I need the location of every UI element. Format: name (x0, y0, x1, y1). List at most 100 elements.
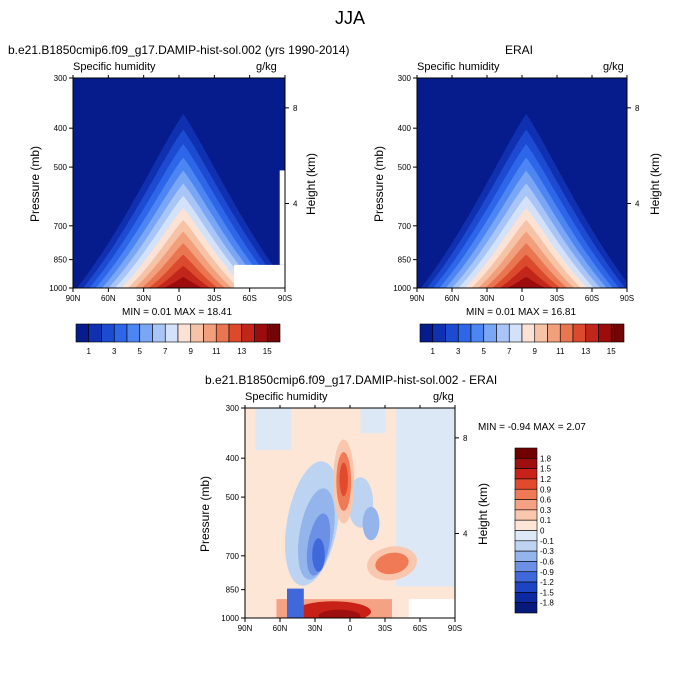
y-tick-label: 1000 (393, 284, 411, 293)
y2-tick-label: 8 (635, 104, 640, 113)
colorbar-swatch (514, 478, 538, 490)
colorbar-label: 5 (482, 347, 487, 356)
x-tick-label: 60S (243, 294, 257, 303)
y-tick-label: 1000 (221, 614, 239, 623)
field-label-erai: Specific humidity (417, 61, 500, 73)
colorbar-swatch (152, 323, 166, 343)
colorbar-label: 1.8 (540, 454, 552, 463)
colorbar-label: -1.8 (540, 599, 554, 608)
colorbar-swatch (113, 323, 128, 343)
colorbar-1: 1 3 5 7 9 11 13 15 (419, 323, 625, 356)
units-label-diff: g/kg (433, 391, 454, 403)
y2-tick-label: 4 (635, 199, 640, 208)
y-tick-label: 700 (54, 222, 68, 231)
colorbar-swatch (514, 602, 538, 614)
colorbar-label: 7 (163, 347, 168, 356)
x-tick-label: 0 (520, 294, 525, 303)
colorbar-swatch (177, 323, 192, 343)
colorbar-swatch (190, 323, 204, 343)
x-tick-label: 60S (585, 294, 599, 303)
colorbar-swatch (457, 323, 472, 343)
colorbar-label: 15 (607, 347, 616, 356)
colorbar-label: 1.2 (540, 475, 552, 484)
minmax-diff: MIN = -0.94 MAX = 2.07 (478, 422, 586, 433)
page-title: JJA (334, 8, 365, 28)
colorbar-swatch (514, 468, 538, 480)
contour-level-14 (506, 276, 546, 288)
panel-title-model: b.e21.B1850cmip6.f09_g17.DAMIP-hist-sol.… (8, 43, 350, 57)
colorbar-swatch (547, 323, 561, 343)
colorbar-swatch (215, 323, 230, 343)
colorbar-swatch (514, 592, 538, 603)
panel-title-erai: ERAI (505, 43, 534, 57)
field-label-diff: Specific humidity (245, 391, 328, 403)
y-tick-label: 400 (398, 124, 412, 133)
colorbar-swatch (514, 519, 538, 531)
y2-tick-label: 4 (293, 199, 298, 208)
colorbar-label: -1.5 (540, 588, 554, 597)
colorbar-swatch (445, 323, 459, 343)
colorbar-label: 3 (112, 347, 117, 356)
axes-2: 90N 60N 30N 0 30S 60S 90S 300 400 500 700 850 1000 8 4 (221, 404, 468, 633)
colorbar-swatch (241, 323, 255, 343)
y-tick-label: 500 (398, 163, 412, 172)
y-tick-label: 300 (226, 404, 240, 413)
colorbar-swatch (483, 323, 497, 343)
units-label-model: g/kg (256, 61, 277, 73)
colorbar-label: 1.5 (540, 465, 552, 474)
x-tick-label: 90N (238, 624, 253, 633)
x-tick-label: 90S (620, 294, 634, 303)
x-tick-label: 30S (378, 624, 392, 633)
colorbar-label: 0.6 (540, 496, 552, 505)
y-tick-label: 400 (54, 124, 68, 133)
colorbar-swatch (521, 323, 536, 343)
colorbar-swatch (610, 323, 625, 343)
colorbar-swatch (514, 581, 538, 593)
y-tick-label: 850 (54, 256, 68, 265)
colorbar-2: 1.81.51.20.90.60.30.10-0.1-0.3-0.6-0.9-1… (514, 447, 554, 614)
positive-anomaly (375, 552, 409, 575)
colorbar-label: -0.9 (540, 568, 554, 577)
panel-title-diff: b.e21.B1850cmip6.f09_g17.DAMIP-hist-sol.… (205, 373, 498, 387)
colorbar-swatch (559, 323, 574, 343)
plot-area-0 (72, 77, 286, 289)
colorbar-label: 11 (556, 347, 565, 356)
y2-tick-label: 4 (463, 529, 468, 538)
colorbar-swatch (126, 323, 141, 343)
colorbar-swatch (203, 323, 217, 343)
colorbar-label: 0 (540, 527, 545, 536)
y-tick-label: 850 (398, 256, 412, 265)
colorbar-swatch (514, 447, 538, 459)
colorbar-label: 13 (237, 347, 246, 356)
colorbar-label: 0.9 (540, 485, 552, 494)
positive-anomaly (318, 609, 361, 618)
colorbar-swatch (470, 323, 485, 343)
plot-area-2 (244, 407, 456, 619)
colorbar-swatch (254, 323, 268, 343)
y-tick-label: 300 (54, 74, 68, 83)
axes-1: 90N 60N 30N 0 30S 60S 90S 300 400 500 700 850 1000 8 4 (393, 74, 640, 303)
minmax-erai: MIN = 0.01 MAX = 16.81 (466, 307, 577, 318)
colorbar-swatch (514, 530, 538, 542)
colorbar-swatch (432, 323, 446, 343)
colorbar-swatch (514, 499, 538, 511)
colorbar-swatch (88, 323, 102, 343)
colorbar-label: 11 (212, 347, 221, 356)
x-tick-label: 30N (480, 294, 495, 303)
missing-data-region (234, 264, 285, 288)
colorbar-swatch (228, 323, 243, 343)
x-tick-label: 60N (273, 624, 288, 633)
colorbar-swatch (534, 323, 548, 343)
negative-region-north (255, 408, 292, 450)
missing-data-region (408, 599, 455, 618)
y-tick-label: 500 (54, 163, 68, 172)
negative-anomaly (362, 506, 380, 541)
y-tick-label: 850 (226, 586, 240, 595)
contour-level-13 (156, 265, 211, 288)
colorbar-swatch (164, 323, 179, 343)
x-tick-label: 30N (308, 624, 323, 633)
colorbar-label: 3 (456, 347, 461, 356)
colorbar-label: 9 (189, 347, 194, 356)
colorbar-swatch (514, 561, 538, 573)
